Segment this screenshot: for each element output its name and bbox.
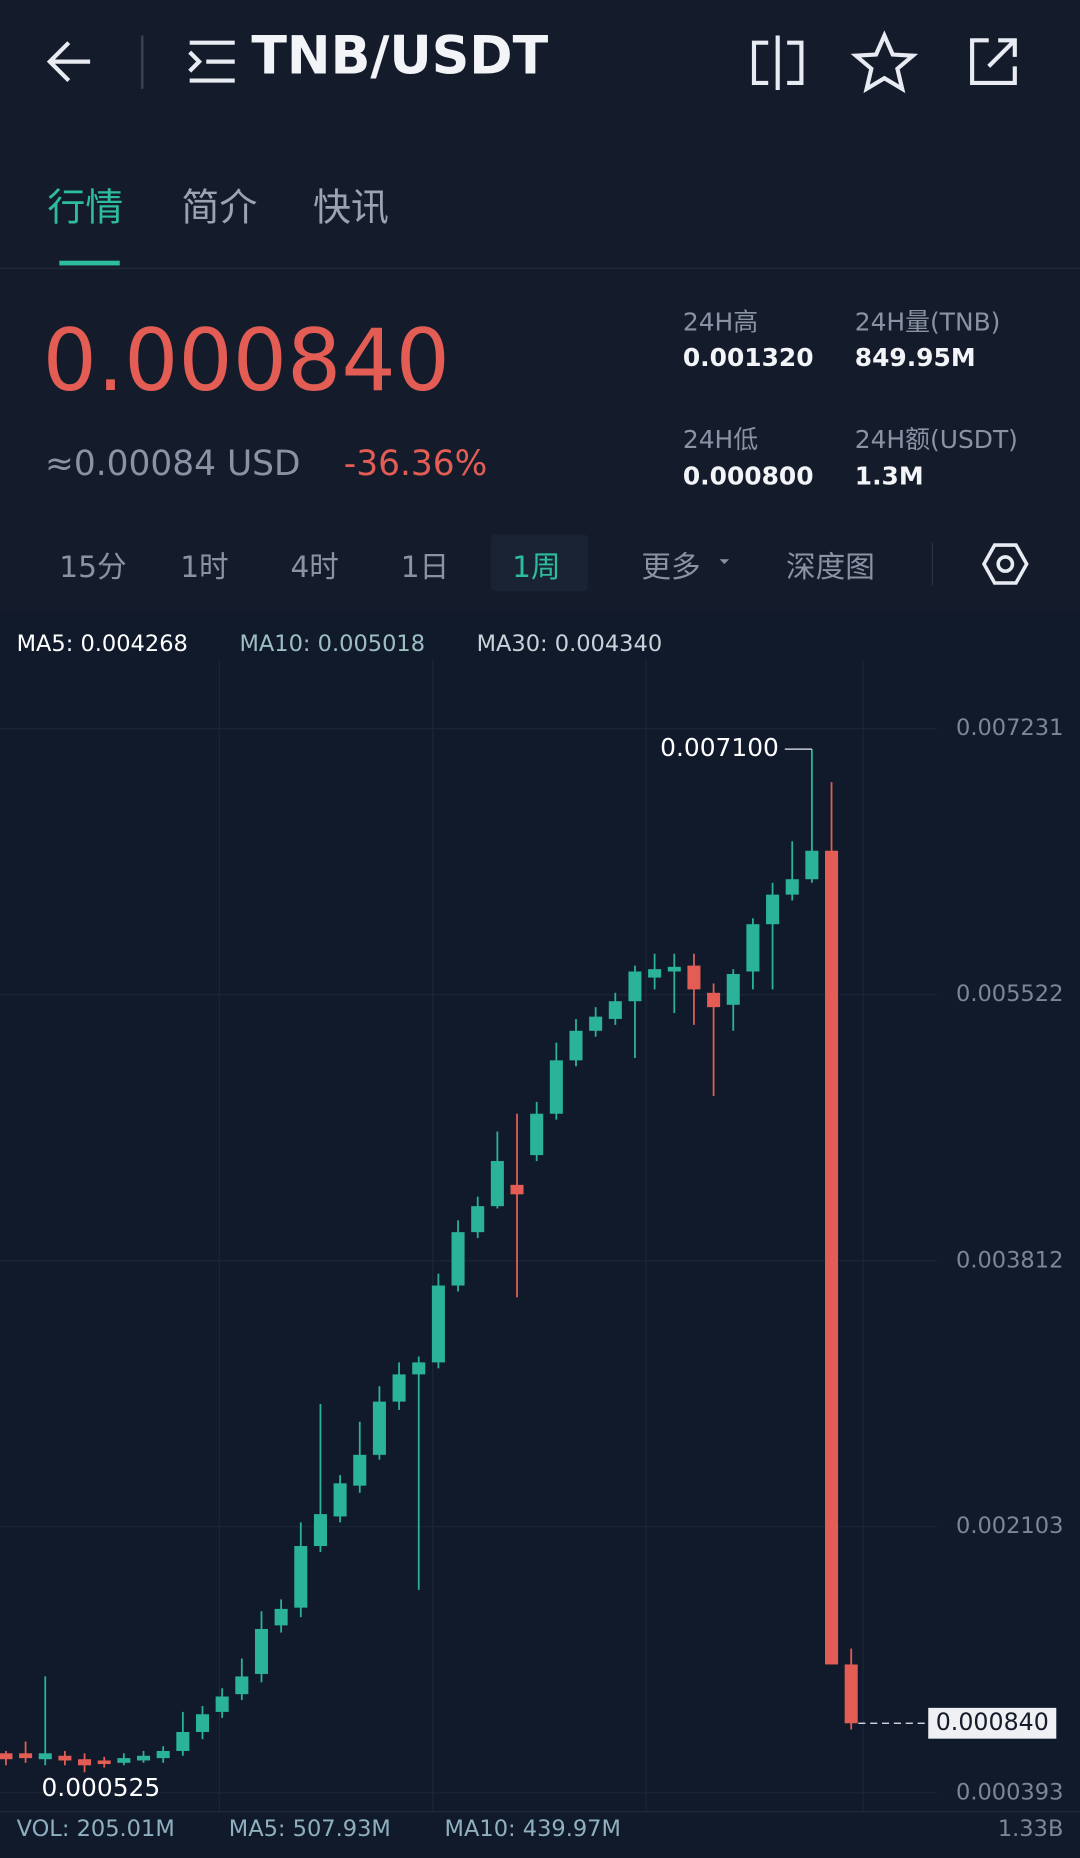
candle-body <box>353 1454 367 1486</box>
candle-body <box>392 1374 406 1402</box>
interval[interactable]: 1时 <box>180 549 229 585</box>
separator <box>0 267 1080 269</box>
last-price-label: 0.000840 <box>936 1708 1049 1736</box>
candle-body <box>78 1759 92 1766</box>
interval[interactable]: 1周 <box>512 549 561 585</box>
candle-body <box>58 1755 72 1761</box>
candle-body <box>274 1608 288 1626</box>
pair-title: TNB/USDT <box>251 26 549 87</box>
candle-body <box>549 1060 563 1114</box>
candle-body <box>608 1001 622 1019</box>
stat-value: 849.95M <box>854 343 976 373</box>
legend-entry: MA10: 0.005018 <box>239 631 425 657</box>
candle-body <box>294 1546 308 1608</box>
candle-body <box>19 1753 33 1759</box>
candle-body <box>156 1750 170 1759</box>
candle-body <box>176 1731 190 1751</box>
volume-axis-max: 1.33B <box>998 1816 1064 1842</box>
stat-value: 1.3M <box>854 462 924 491</box>
candle-body <box>451 1232 465 1286</box>
candle-body <box>510 1184 524 1195</box>
stat-value: 0.001320 <box>682 343 814 373</box>
last-price: 0.000840 <box>42 310 450 410</box>
candle-body <box>313 1514 327 1547</box>
last-price-box <box>928 1707 1057 1739</box>
tab-indicator <box>59 260 120 266</box>
volume-label: MA5: 507.93M <box>229 1816 391 1842</box>
candle-body <box>372 1401 386 1455</box>
stat-label: 24H高 <box>682 308 759 337</box>
volume-label: MA10: 439.97M <box>445 1816 621 1842</box>
favorite-icon[interactable] <box>850 30 919 94</box>
interval-active-bg <box>490 534 589 592</box>
legend-entry: MA30: 0.004340 <box>477 631 663 657</box>
candle-body <box>412 1362 426 1375</box>
chart: 0.000393 0.002103 0.003812 0.005522 0.007231… <box>0 612 1080 1858</box>
candle-body <box>333 1483 347 1517</box>
interval[interactable]: 1日 <box>400 549 450 585</box>
candle-body <box>235 1676 249 1695</box>
candle-body <box>648 969 662 978</box>
candle-body <box>431 1285 445 1363</box>
candle-body <box>471 1206 485 1233</box>
share-icon[interactable] <box>970 38 1017 86</box>
tab[interactable]: 行情 <box>47 184 124 230</box>
candle-body <box>117 1758 131 1763</box>
candle-body <box>707 992 721 1008</box>
candle-body <box>569 1030 583 1061</box>
tab[interactable]: 快讯 <box>312 184 389 230</box>
settings-icon[interactable] <box>981 540 1029 587</box>
interval[interactable]: 15分 <box>59 549 127 585</box>
min-label: 0.000525 <box>41 1773 160 1802</box>
tab[interactable]: 简介 <box>181 184 258 230</box>
candle-body <box>628 971 642 1002</box>
candle-body <box>746 924 760 972</box>
candle-body <box>215 1696 229 1712</box>
legend-entry: MA5: 0.004268 <box>17 631 188 657</box>
more-button[interactable]: 更多 <box>641 549 701 585</box>
candle-body <box>844 1664 858 1724</box>
y-tick-label: 0.005522 <box>956 981 1063 1007</box>
stat-label: 24H低 <box>682 425 759 454</box>
volume-label: VOL: 205.01M <box>17 1816 175 1842</box>
y-tick-label: 0.007231 <box>956 715 1063 741</box>
stat-label: 24H额(USDT) <box>854 425 1018 454</box>
interval[interactable]: 4时 <box>290 549 339 585</box>
y-tick-label: 0.002103 <box>956 1513 1063 1539</box>
candle-body <box>254 1628 268 1674</box>
candle-body <box>589 1016 603 1031</box>
candle-body <box>825 850 839 1665</box>
candle-body <box>97 1760 111 1765</box>
price-change: -36.36% <box>343 443 488 484</box>
candle-body <box>195 1714 210 1732</box>
candle-body <box>38 1753 52 1760</box>
candle-body <box>0 1753 13 1760</box>
y-tick-label: 0.003812 <box>956 1247 1063 1273</box>
vertical-grid <box>218 660 864 1812</box>
candle-body <box>530 1113 544 1156</box>
top-bar-icons <box>46 30 1017 94</box>
candle-body <box>805 850 819 880</box>
candle-body <box>687 965 701 990</box>
max-label: 0.007100 <box>660 733 779 762</box>
more-caret <box>719 559 730 565</box>
candle-body <box>766 894 780 925</box>
stat-label: 24H量(TNB) <box>854 308 1001 337</box>
candle-body <box>785 879 799 895</box>
back-icon[interactable] <box>46 41 91 83</box>
split-icon[interactable] <box>751 35 804 91</box>
separator <box>931 542 933 586</box>
candle-body <box>137 1755 151 1761</box>
y-tick-label: 0.000393 <box>956 1779 1063 1805</box>
candle-body <box>667 966 681 972</box>
depth-button[interactable]: 深度图 <box>785 549 875 585</box>
menu-icon[interactable] <box>188 40 235 83</box>
usd-price: ≈0.00084 USD <box>45 443 301 484</box>
candle-body <box>490 1161 504 1207</box>
stat-value: 0.000800 <box>682 462 814 491</box>
candle-body <box>726 973 740 1005</box>
